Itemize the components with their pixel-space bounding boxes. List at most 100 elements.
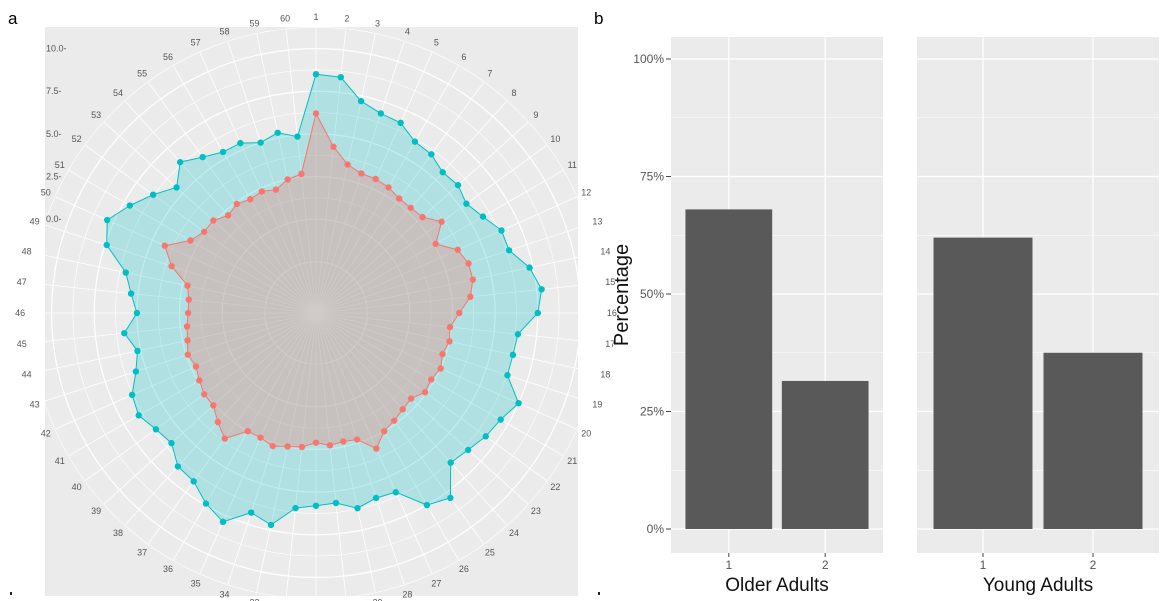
radar-series-1-point: [274, 129, 281, 136]
bar: [933, 237, 1033, 529]
radar-angle-label: 46: [15, 308, 25, 318]
radar-grid-spoke: [55, 312, 317, 430]
radar-grid-ring: [29, 26, 603, 600]
radar-grid-spoke: [315, 312, 588, 402]
panel-b-letter: b: [594, 9, 603, 28]
y-tick-label: 75%: [640, 170, 664, 184]
y-axis-label: Percentage: [611, 244, 633, 346]
radar-series-1-point: [498, 227, 505, 234]
radar-grid-spoke: [44, 224, 317, 314]
radar-angle-label: 60: [280, 14, 290, 24]
radar-series-2-point: [187, 237, 194, 244]
radar-angle-label: 53: [91, 110, 101, 120]
radar-series-1-point: [135, 412, 142, 419]
radar-series-2-point: [184, 309, 192, 317]
radar-series-2-point: [446, 323, 454, 331]
radar-angle-label: 34: [220, 589, 230, 599]
radar-angle-label: 51: [55, 160, 65, 170]
radar-series-2-point: [353, 436, 361, 443]
radar-series-2-point: [312, 439, 320, 446]
radar-series-2-point: [456, 309, 463, 317]
radar-series-1-point: [497, 416, 504, 423]
radar-grid-spoke: [32, 312, 317, 344]
radar-series-1-point: [332, 499, 340, 507]
radar-series-2-point: [407, 395, 415, 402]
radar-series-1-point: [464, 446, 472, 454]
radar-series-2-point: [465, 260, 472, 267]
radar-grid-spoke: [315, 282, 600, 314]
radar-angle-label: 25: [485, 547, 495, 557]
radar-series-2-point: [399, 406, 406, 413]
radar-series-2-point: [185, 296, 192, 303]
radar-series-1-point: [152, 426, 160, 433]
radar-angle-label: 44: [22, 370, 32, 380]
radar-series-2-point: [312, 110, 320, 117]
radar-series-1-point: [526, 264, 533, 271]
radar-chart: 1 2 34567891011121314151617181920212223242…: [10, 12, 617, 601]
radar-series-2-point: [214, 418, 222, 426]
radar-grid-spoke: [85, 145, 317, 314]
radar-grid-spoke: [315, 312, 547, 481]
radar-angle-label: 59: [249, 19, 259, 29]
radar-series-1-point: [247, 509, 255, 516]
y-tick-label: 0%: [647, 522, 665, 536]
radar-angle-label: 13: [592, 217, 602, 227]
bar: [1043, 352, 1143, 529]
radar-grid-spoke: [256, 312, 317, 592]
radar-grid: [29, 26, 603, 600]
radar-angle-label: 37: [137, 547, 147, 557]
radar-series-1-point: [122, 269, 129, 276]
radar-grid-spoke: [315, 312, 528, 504]
radar-series-1-point: [357, 97, 365, 105]
radar-series-1-point: [132, 368, 140, 375]
radar-angle-label: 33: [249, 597, 259, 601]
radar-series-2-point: [344, 161, 351, 168]
radar-grid-spoke: [315, 312, 433, 574]
radar-series-1-point: [504, 372, 511, 379]
radar-grid-spoke: [256, 34, 317, 314]
radar-series-2-point: [421, 389, 429, 396]
radar-series-1-point: [190, 478, 197, 485]
radar-series-2-point: [201, 391, 208, 398]
radar-grid-spoke: [173, 66, 317, 314]
radar-series-2-point: [454, 246, 462, 254]
radar-series-1-point: [134, 347, 141, 355]
radar-series-1-point: [337, 73, 344, 81]
radar-series-2-point: [439, 350, 446, 358]
facet-label: Young Adults: [983, 575, 1093, 596]
stray-mark: [10, 592, 12, 595]
radar-series-2-point: [247, 196, 254, 203]
x-tick-label: 1: [980, 558, 987, 572]
radar-series-2-point: [184, 282, 191, 289]
radar-angle-label: 50: [41, 188, 51, 198]
radar-grid-spoke: [32, 282, 317, 314]
radar-grid-spoke: [104, 122, 317, 314]
radar-series-1-point: [454, 181, 462, 189]
radar-series-2-point: [224, 212, 232, 219]
radar-angle-label: 35: [191, 578, 201, 588]
radar-grid-spoke: [85, 312, 317, 481]
radar-grid-spoke: [148, 82, 317, 314]
radar-grid-spoke: [125, 101, 317, 314]
radar-angle-label: 43: [30, 399, 40, 409]
radar-series-2-point: [298, 170, 305, 178]
radar-grid-spoke: [44, 312, 317, 402]
bar-chart: Percentage 0% 25% 50% 75% 100% 1 2 Older Adults…: [598, 37, 1159, 596]
radar-series-1-point: [515, 399, 522, 407]
radar-angle-label: 42: [41, 428, 51, 438]
radar-grid-spoke: [315, 312, 600, 344]
stray-mark: [598, 592, 600, 595]
radar-angle-label: 4: [405, 27, 410, 37]
radar-series-1-point: [538, 286, 545, 293]
radar-series-2-point: [437, 365, 444, 372]
radar-angle-label: 28: [402, 589, 412, 599]
radar-series-1-point: [354, 505, 361, 512]
radar-angle-label: 17: [605, 339, 615, 349]
radar-series-1-point: [397, 119, 404, 127]
radar-series-1-point: [199, 153, 206, 161]
radar-grid-spoke: [125, 312, 317, 525]
radar-series-2-point: [446, 338, 453, 345]
radar-series-1-point: [267, 521, 275, 529]
radar-series-2-point: [330, 143, 337, 150]
radar-series-1-point: [127, 290, 135, 297]
